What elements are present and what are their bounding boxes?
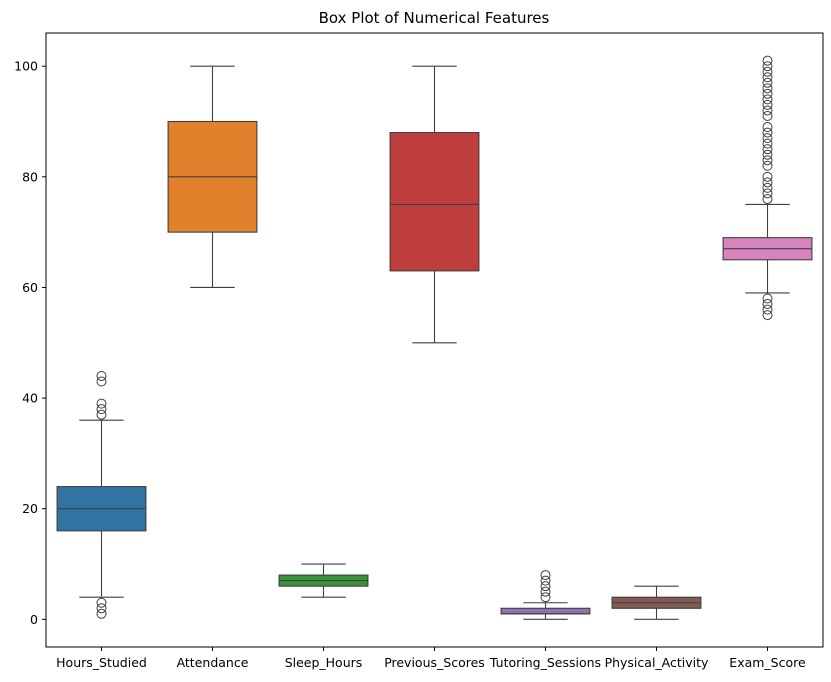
y-tick-label: 40 [22,391,38,406]
outlier-point [762,304,773,315]
box-previous-scores [389,65,480,344]
outlier-point [96,608,107,619]
x-tick-label: Exam_Score [729,655,806,670]
outlier-point [762,155,773,166]
outlier-point [762,55,773,66]
y-tick-label: 100 [14,59,38,74]
outlier-point [96,370,107,381]
outlier-point [540,586,551,597]
x-tick-label: Sleep_Hours [285,655,363,670]
outlier-point [762,122,773,133]
box-sleep-hours [278,563,369,598]
outlier-point [762,127,773,138]
iqr-box [389,132,480,272]
outlier-point [96,597,107,608]
outlier-point [762,133,773,144]
outlier-point [96,409,107,420]
x-axis: Hours_Studied Attendance Sleep_Hours Previo… [56,647,806,670]
outlier-point [762,144,773,155]
box-tutoring-sessions [500,570,591,620]
outlier-point [762,88,773,99]
outlier-point [762,99,773,110]
outlier-point [762,110,773,121]
outlier-point [762,72,773,83]
outlier-point [96,404,107,415]
outlier-point [762,94,773,105]
chart-title: Box Plot of Numerical Features [319,9,550,27]
outlier-point [762,310,773,321]
outlier-point [762,138,773,149]
outlier-point [762,83,773,94]
outlier-point [762,66,773,77]
box-exam-score [722,55,813,321]
outlier-point [762,299,773,310]
x-tick-label: Attendance [177,655,249,670]
outlier-point [762,160,773,171]
outlier-point [540,592,551,603]
outlier-point [762,182,773,193]
y-tick-label: 20 [22,501,38,516]
outlier-point [762,61,773,72]
boxes-group [56,55,813,620]
outlier-point [762,188,773,199]
x-tick-label: Previous_Scores [384,655,485,670]
y-tick-label: 80 [22,169,38,184]
outlier-point [762,77,773,88]
outlier-point [762,293,773,304]
box-attendance [167,65,258,289]
outlier-point [540,575,551,586]
outlier-point [762,105,773,116]
outlier-point [540,570,551,581]
iqr-box [500,607,591,615]
y-tick-label: 60 [22,280,38,295]
outlier-point [762,171,773,182]
outlier-point [96,398,107,409]
outlier-point [96,603,107,614]
outlier-point [762,149,773,160]
outlier-point [540,581,551,592]
outlier-point [96,376,107,387]
y-axis: 0 20 40 60 80 100 [14,59,46,627]
box-physical-activity [611,585,702,620]
x-tick-label: Tutoring_Sessions [489,655,601,670]
y-tick-label: 0 [30,612,38,627]
x-tick-label: Hours_Studied [56,655,147,670]
x-tick-label: Physical_Activity [605,655,709,670]
box-hours-studied [56,370,147,619]
outlier-point [762,177,773,188]
outlier-point [762,193,773,204]
